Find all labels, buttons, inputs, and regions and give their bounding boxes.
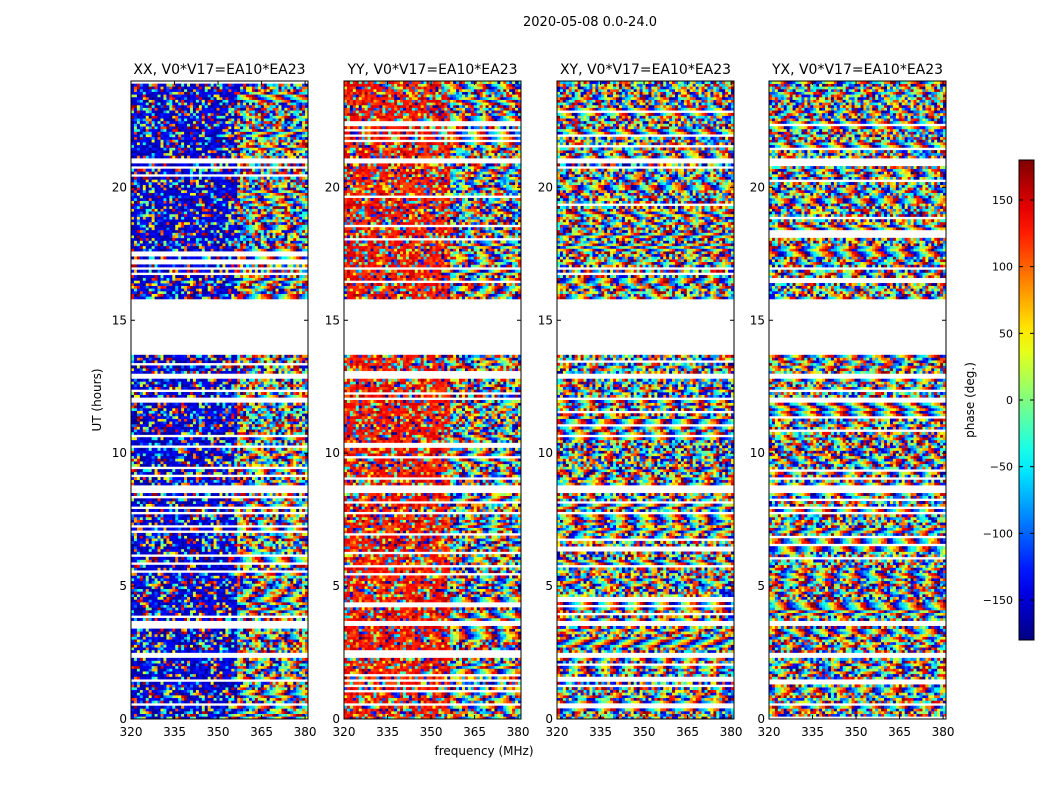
x-tick-label: 380 (720, 725, 743, 739)
x-tick-label: 365 (888, 725, 911, 739)
y-tick-label: 0 (119, 712, 127, 726)
x-tick-label: 350 (845, 725, 868, 739)
heatmap-cells (557, 81, 735, 720)
y-tick-label: 20 (538, 180, 553, 194)
x-tick-label: 335 (589, 725, 612, 739)
y-tick-label: 20 (325, 180, 340, 194)
figure-suptitle: 2020-05-08 0.0-24.0 (523, 15, 657, 30)
x-tick-label: 380 (507, 725, 530, 739)
panels-group: XX, V0*V17=EA10*EA23 320 335 350 365 380 0 5 10 1… (112, 62, 955, 739)
colorbar-tick-label: 50 (999, 327, 1013, 340)
colorbar-tick-label: −50 (990, 461, 1013, 474)
panel-frame (768, 80, 947, 720)
y-tick-label: 15 (325, 313, 340, 327)
x-tick-label: 320 (546, 725, 569, 739)
x-tick-label: 335 (801, 725, 824, 739)
x-tick-label: 365 (250, 725, 273, 739)
panel-frame (130, 80, 309, 720)
panel-title: YX, V0*V17=EA10*EA23 (771, 62, 943, 78)
panel-3: XY, V0*V17=EA10*EA23 320 335 350 365 380 0 5 10 1… (538, 62, 743, 739)
colorbar-tick-label: 0 (1006, 394, 1013, 407)
y-tick-label: 20 (112, 180, 127, 194)
y-tick-label: 15 (112, 313, 127, 327)
x-tick-label: 380 (294, 725, 317, 739)
y-tick-label: 10 (112, 446, 127, 460)
panel-title: XX, V0*V17=EA10*EA23 (133, 62, 305, 78)
colorbar-tick-label: −100 (983, 527, 1013, 540)
colorbar-label: phase (deg.) (963, 362, 977, 438)
y-tick-label: 0 (757, 712, 765, 726)
y-tick-label: 5 (757, 579, 765, 593)
panel-frame (556, 80, 735, 720)
heatmap-cells (769, 81, 947, 717)
panel-4: YX, V0*V17=EA10*EA23 320 335 350 365 380 0 5 10 1… (750, 62, 955, 739)
colorbar: −150 −100 −50 0 50 100 150 phase (deg.) (963, 159, 1035, 641)
y-tick-label: 0 (332, 712, 340, 726)
x-tick-label: 380 (932, 725, 955, 739)
x-tick-label: 350 (207, 725, 230, 739)
x-tick-label: 320 (333, 725, 356, 739)
y-tick-label: 10 (325, 446, 340, 460)
colorbar-tick-label: −150 (983, 594, 1013, 607)
x-tick-label: 335 (163, 725, 186, 739)
y-tick-label: 0 (545, 712, 553, 726)
y-tick-label: 5 (332, 579, 340, 593)
panel-1: XX, V0*V17=EA10*EA23 320 335 350 365 380 0 5 10 1… (112, 62, 317, 739)
panel-frame (343, 80, 522, 720)
x-tick-label: 335 (376, 725, 399, 739)
y-tick-label: 15 (538, 313, 553, 327)
x-axis-label: frequency (MHz) (434, 744, 533, 758)
colorbar-tick-label: 150 (992, 194, 1013, 207)
x-tick-label: 350 (420, 725, 443, 739)
x-tick-label: 320 (758, 725, 781, 739)
y-tick-label: 5 (545, 579, 553, 593)
y-tick-label: 5 (119, 579, 127, 593)
x-tick-label: 365 (676, 725, 699, 739)
y-tick-label: 20 (750, 180, 765, 194)
y-tick-label: 10 (538, 446, 553, 460)
colorbar-tick-label: 100 (992, 261, 1013, 274)
heatmap-cells (344, 81, 522, 720)
panel-title: YY, V0*V17=EA10*EA23 (346, 62, 517, 78)
y-axis-label: UT (hours) (90, 368, 104, 431)
heatmap-cells (131, 83, 309, 720)
y-tick-label: 15 (750, 313, 765, 327)
x-tick-label: 320 (120, 725, 143, 739)
panel-2: YY, V0*V17=EA10*EA23 320 335 350 365 380 0 5 10 1… (325, 62, 530, 739)
panel-title: XY, V0*V17=EA10*EA23 (560, 62, 731, 78)
y-tick-label: 10 (750, 446, 765, 460)
x-tick-label: 350 (633, 725, 656, 739)
x-tick-label: 365 (463, 725, 486, 739)
